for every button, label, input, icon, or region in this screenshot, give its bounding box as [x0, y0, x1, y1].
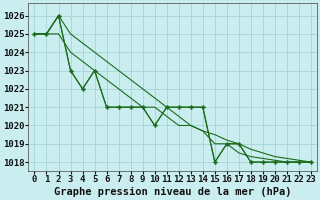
- X-axis label: Graphe pression niveau de la mer (hPa): Graphe pression niveau de la mer (hPa): [54, 187, 292, 197]
